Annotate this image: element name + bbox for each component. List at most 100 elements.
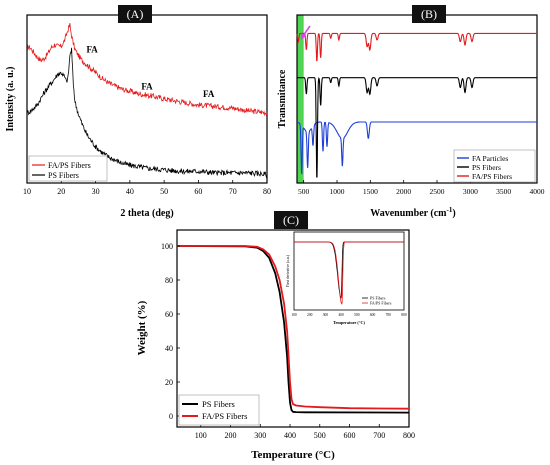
panel-b-series-fa-particles xyxy=(296,121,537,175)
panel-c-inset-ylabel: First derivative (a.u.) xyxy=(286,254,290,287)
panel-c-inset-frame xyxy=(293,231,405,311)
panel-a-label-box xyxy=(118,5,152,23)
panel-c-xtick-label: 800 xyxy=(403,431,415,440)
panel-c: 100 200 300 400 500 600 700 800 0 20 40 60 80 100 (C)… xyxy=(136,211,415,461)
panel-b-xtick-label: 1500 xyxy=(363,187,378,196)
panel-c-series xyxy=(176,245,410,414)
panel-a-xlabel: 2 theta (deg) xyxy=(120,208,173,219)
panel-c-legend-label-ps: PS Fibers xyxy=(202,399,235,409)
panel-c-inset: 100 200 300 400 500 600 700 800 First derivativ… xyxy=(286,231,407,325)
panel-b-arrow xyxy=(301,25,311,40)
panel-b-series-fa-ps-fibers xyxy=(296,32,537,62)
panel-a-xtick-label: 50 xyxy=(160,187,168,196)
panel-b-xtick-label: 4000 xyxy=(530,187,545,196)
panel-b-legend-label-ps: PS Fibers xyxy=(472,163,501,172)
panel-c-xtick-label: 300 xyxy=(254,431,266,440)
panel-a-xtick-label: 10 xyxy=(23,187,31,196)
panel-b-xtick-label: 500 xyxy=(298,187,310,196)
panel-a-annotation: FA xyxy=(203,89,215,99)
panel-b-xlabel-end: ) xyxy=(452,208,455,219)
panel-a-xtick-label: 80 xyxy=(263,187,271,196)
panel-b-xlabel-sup: -1 xyxy=(447,206,453,214)
panel-c-inset-xtick-label: 400 xyxy=(338,313,344,317)
panel-b-label: (B) xyxy=(421,7,437,21)
panel-c-legend: PS Fibers FA/PS Fibers xyxy=(178,394,260,426)
panel-a-xtick-label: 40 xyxy=(126,187,134,196)
panel-a-xtick-label: 70 xyxy=(229,187,237,196)
panel-b-xtick-label: 3500 xyxy=(496,187,511,196)
panel-b-highlight-region xyxy=(297,15,304,183)
panel-a-annotation: FA xyxy=(141,82,153,92)
panel-c-plot-frame xyxy=(176,229,410,428)
panel-c-ticks: 100 200 300 400 500 600 700 800 0 20 40 60 80 100 xyxy=(161,242,415,440)
panel-c-xtick-label: 100 xyxy=(195,431,207,440)
panel-c-xlabel: Temperature (°C) xyxy=(251,449,335,461)
panel-c-inset-series-fa-ps-fibers xyxy=(294,241,404,305)
panel-a-xtick-label: 30 xyxy=(92,187,100,196)
panel-a-ticks: 10 20 30 40 50 60 70 80 xyxy=(23,180,271,196)
panel-b-arrow-shaft xyxy=(302,25,311,37)
panel-b-xtick-label: 2000 xyxy=(396,187,411,196)
panel-c-xtick-label: 600 xyxy=(344,431,356,440)
panel-a-series-ps-fibers xyxy=(26,47,268,179)
panel-c-ytick-label: 80 xyxy=(165,276,173,285)
panel-a-legend: FA/PS Fibers PS Fibers xyxy=(28,155,108,182)
panel-c-xtick-label: 700 xyxy=(373,431,385,440)
panel-a-legend-label-fa-ps: FA/PS Fibers xyxy=(48,161,91,170)
panel-b-arrow-head xyxy=(301,33,306,40)
panel-c-ytick-label: 20 xyxy=(165,378,173,387)
panel-b-ylabel: Transmitance xyxy=(277,69,288,128)
panel-c-inset-legend-label-fa-ps: FA/PS Fibers xyxy=(370,301,392,306)
panel-c-inset-series: 100 200 300 400 500 600 700 800 xyxy=(291,241,407,317)
panel-a: 10 20 30 40 50 60 70 80 FA FA FA (A) 2 theta (deg… xyxy=(5,5,271,219)
panel-c-inset-legend-label-ps: PS Fibers xyxy=(370,296,386,301)
panel-a-series xyxy=(26,22,268,179)
panel-a-annotation: FA xyxy=(86,44,98,54)
panel-c-inset-xtick-label: 200 xyxy=(307,313,313,317)
panel-c-ytick-label: 60 xyxy=(165,310,173,319)
panel-b-xtick-label: 2500 xyxy=(430,187,445,196)
panel-c-series-fa-ps-fibers xyxy=(177,245,410,410)
panel-c-legend-box xyxy=(178,394,260,426)
panel-c-ytick-label: 0 xyxy=(169,412,173,421)
panel-c-ytick-label: 100 xyxy=(161,242,173,251)
panel-c-legend-label-fa-ps: FA/PS Fibers xyxy=(202,411,247,421)
panel-a-series-fa-ps-fibers xyxy=(26,22,268,117)
panel-c-xtick-label: 200 xyxy=(225,431,237,440)
panel-b-legend-label-fa-ps: FA/PS Fibers xyxy=(472,172,512,181)
panel-a-xtick-label: 20 xyxy=(57,187,65,196)
panel-c-inset-xtick-label: 300 xyxy=(323,313,329,317)
panel-c-xtick-label: 500 xyxy=(314,431,326,440)
panel-c-inset-xtick-label: 800 xyxy=(401,313,407,317)
panel-c-inset-xtick-label: 600 xyxy=(370,313,376,317)
panel-c-inset-xtick-label: 700 xyxy=(386,313,392,317)
panel-b-series xyxy=(296,32,537,178)
panel-c-ytick-label: 40 xyxy=(165,344,173,353)
panel-b-xtick-label: 1000 xyxy=(330,187,345,196)
panel-b-label-box xyxy=(412,5,446,23)
panel-a-label: (A) xyxy=(127,7,144,21)
panel-c-inset-xtick-label: 100 xyxy=(291,313,297,317)
panel-b-legend: FA Particles PS Fibers FA/PS Fibers xyxy=(453,149,536,183)
panel-a-xtick-label: 60 xyxy=(194,187,202,196)
panel-b-legend-label-fa: FA Particles xyxy=(472,154,508,163)
panel-c-ylabel: Weight (%) xyxy=(136,300,148,355)
panel-c-xtick-label: 400 xyxy=(284,431,296,440)
panel-a-annotations: FA FA FA xyxy=(86,44,214,99)
panel-b-ticks: 500 1000 1500 2000 2500 3000 3500 4000 xyxy=(298,180,545,196)
panel-a-ylabel: Intensity (a. u.) xyxy=(5,66,16,131)
panel-b-series-ps-fibers xyxy=(297,76,537,178)
panel-c-inset-legend: PS Fibers FA/PS Fibers xyxy=(362,296,392,306)
panel-a-legend-box xyxy=(28,155,108,182)
panel-a-legend-label-ps: PS Fibers xyxy=(48,171,79,180)
panel-b-xlabel: Wavenumber (cm-1) xyxy=(370,206,455,219)
panel-b-xlabel-main: Wavenumber (cm xyxy=(370,208,447,219)
panel-c-label: (C) xyxy=(283,213,299,227)
panel-c-inset-xlabel: Temperature (°C) xyxy=(333,320,365,325)
panel-b: 500 1000 1500 2000 2500 3000 3500 4000 (B) Wave… xyxy=(277,5,545,219)
panel-c-label-box xyxy=(274,211,308,229)
panel-c-series-ps-fibers xyxy=(176,245,410,414)
panel-c-inset-xtick-label: 500 xyxy=(354,313,360,317)
panel-b-xtick-label: 3000 xyxy=(463,187,478,196)
